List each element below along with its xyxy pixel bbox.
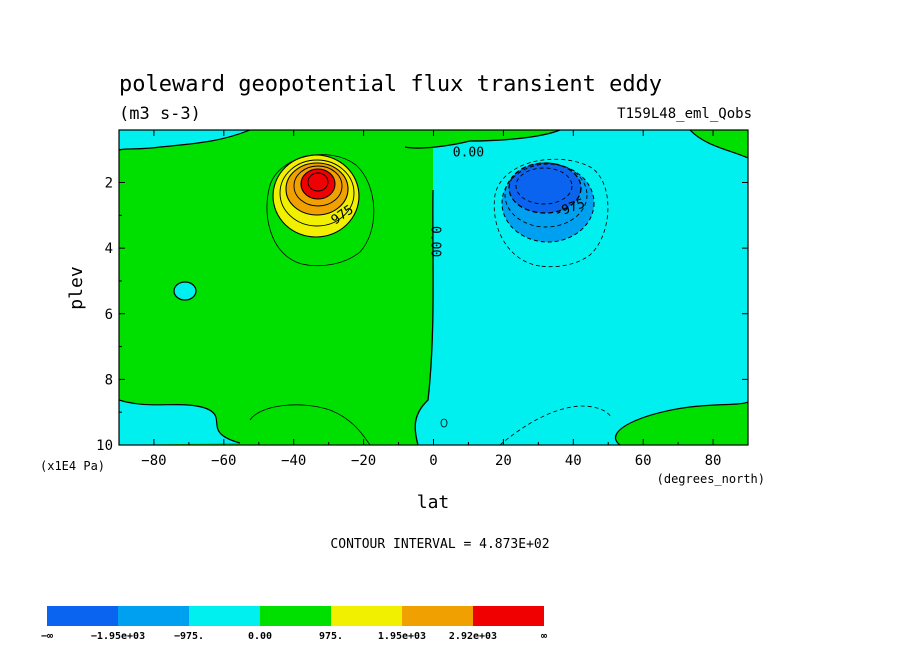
- zero-contour-topleft: [119, 130, 251, 151]
- x-tick-label: −40: [281, 453, 306, 469]
- colorbar-label: 1.95e+03: [378, 631, 426, 642]
- y-tick-label: 10: [96, 438, 113, 454]
- contour-neg-975: [501, 163, 595, 243]
- fill-topright-green: [690, 130, 748, 158]
- x-tick-label: 80: [705, 453, 722, 469]
- units-label: (m3 s-3): [119, 104, 201, 124]
- contour-pos-bottom: [249, 404, 371, 445]
- colorbar-label: −∞: [41, 631, 53, 642]
- y-axis: 2 4 6 8 10: [96, 149, 748, 454]
- plot-area: [119, 130, 748, 445]
- contour-pos-1950: [285, 162, 349, 216]
- contour-neg-1460: [504, 162, 588, 228]
- zero-contour-equator: [414, 189, 434, 445]
- x-axis-units: (degrees_north): [657, 472, 765, 486]
- experiment-label: T159L48_eml_Qobs: [617, 106, 752, 122]
- contour-interval: CONTOUR INTERVAL = 4.873E+02: [330, 537, 549, 552]
- contour-pos-2920: [300, 168, 336, 200]
- x-tick-label: −20: [351, 453, 376, 469]
- y-tick-label: 4: [105, 241, 113, 257]
- x-tick-label: −80: [141, 453, 166, 469]
- colorbar-label: 0.00: [248, 631, 272, 642]
- contour-neg-bottom: [499, 405, 613, 445]
- contour-small-feature: [440, 418, 448, 428]
- x-axis-label: lat: [417, 492, 450, 513]
- x-tick-label: 0: [429, 453, 437, 469]
- fill-top-green: [370, 130, 560, 149]
- contour-neg-1950: [508, 162, 582, 214]
- x-tick-label: −60: [211, 453, 236, 469]
- zero-contour-bottomright: [614, 401, 748, 445]
- fill-bottom-right-green: [615, 402, 748, 445]
- colorbar-swatch: [189, 606, 260, 626]
- colorbar-swatch: [473, 606, 544, 626]
- colorbar-label: 975.: [319, 631, 343, 642]
- contour-label: 0.00: [453, 145, 484, 160]
- contour-pos-3410: [307, 172, 329, 192]
- contour-lines: [119, 130, 748, 445]
- colorbar-swatch: [118, 606, 189, 626]
- y-axis-units: (x1E4 Pa): [40, 459, 105, 473]
- fill-northern-negative: [415, 130, 748, 445]
- contour-pos-975: [272, 154, 360, 238]
- colorbar-swatch: [402, 606, 473, 626]
- zero-contour-top: [404, 130, 561, 149]
- y-tick-label: 2: [105, 176, 113, 192]
- colorbar-label: −975.: [174, 631, 204, 642]
- colorbar-label: 2.92e+03: [449, 631, 497, 642]
- zero-contour-island: [173, 281, 197, 301]
- colorbar-label: ∞: [541, 631, 547, 642]
- contour-label: 0.00: [428, 226, 443, 257]
- colorbar: −∞ −1.95e+03 −975. 0.00 975. 1.95e+03 2.92e+03…: [41, 606, 547, 642]
- chart-title: poleward geopotential flux transient edd…: [119, 72, 662, 97]
- colorbar-swatch: [47, 606, 118, 626]
- contour-neg-2440: [515, 167, 573, 205]
- y-tick-label: 6: [105, 307, 113, 323]
- fill-cyan-island: [174, 282, 196, 300]
- contour-neg-487: [493, 158, 609, 268]
- fill-southern-positive: [119, 130, 433, 445]
- fill-bottom-left-cyan: [119, 400, 240, 445]
- contour-pos-2440: [293, 165, 343, 207]
- y-axis-label: plev: [66, 266, 87, 309]
- x-axis: −80 −60 −40 −20 0 20 40 60 80: [118, 130, 749, 469]
- contour-pos-1460: [279, 159, 355, 227]
- y-tick-label: 8: [105, 372, 113, 388]
- x-tick-label: 20: [495, 453, 512, 469]
- zero-contour-bottomleft: [119, 399, 241, 444]
- colorbar-swatch: [260, 606, 331, 626]
- x-tick-label: 60: [635, 453, 652, 469]
- fill-topleft-cyan: [119, 130, 250, 150]
- contour-pos-487: [266, 154, 375, 267]
- x-tick-label: 40: [565, 453, 582, 469]
- zero-contour-topright: [689, 130, 748, 159]
- colorbar-label: −1.95e+03: [91, 631, 145, 642]
- fill-minus-1950: [509, 163, 581, 213]
- colorbar-swatch: [331, 606, 402, 626]
